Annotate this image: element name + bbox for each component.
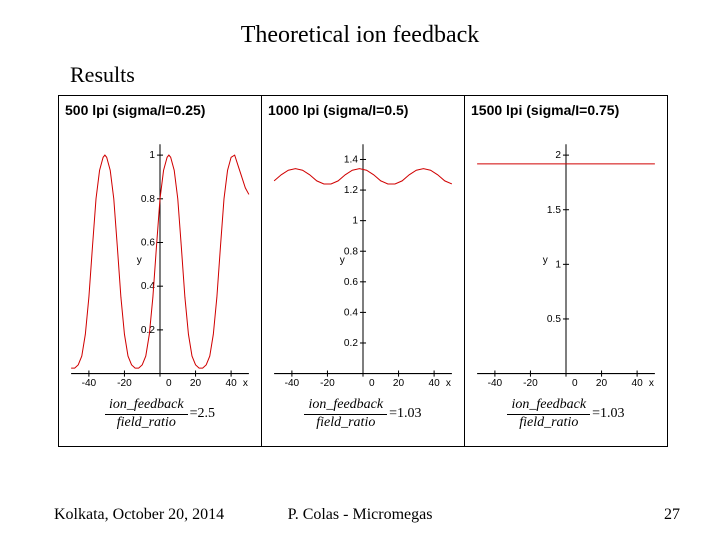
chart-svg: 0.5 1 1.5 2 -40 -20 0 20 40 y x — [465, 136, 667, 392]
equation-denominator: field_ratio — [515, 415, 582, 431]
panel-header: 1500 lpi (sigma/I=0.75) — [465, 96, 667, 136]
panel-1: 1000 lpi (sigma/I=0.5) 0.2 0.4 0.6 0.8 1 1.2 1.… — [262, 96, 465, 446]
svg-text:40: 40 — [225, 378, 237, 389]
svg-text:y: y — [543, 255, 549, 266]
equation-rhs: =1.03 — [389, 406, 421, 421]
svg-text:1.5: 1.5 — [547, 205, 561, 216]
panel-0: 500 lpi (sigma/I=0.25)0.20.40.60.81-40-2… — [59, 96, 262, 446]
svg-text:20: 20 — [190, 378, 202, 389]
svg-text:x: x — [649, 378, 654, 389]
equation-numerator: ion_feedback — [507, 398, 590, 415]
svg-text:0.4: 0.4 — [344, 307, 358, 318]
svg-text:0.8: 0.8 — [141, 194, 155, 205]
equation-rhs: =2.5 — [190, 406, 215, 421]
svg-text:2: 2 — [555, 150, 561, 161]
svg-text:20: 20 — [393, 378, 405, 389]
chart-area: 0.20.40.60.81-40-2002040yx — [59, 136, 261, 392]
svg-text:0.2: 0.2 — [141, 325, 155, 336]
chart-area: 0.5 1 1.5 2 -40 -20 0 20 40 y x — [465, 136, 667, 392]
svg-text:0.8: 0.8 — [344, 246, 358, 257]
svg-text:-40: -40 — [488, 378, 503, 389]
svg-text:1.4: 1.4 — [344, 155, 358, 166]
equation: ion_feedbackfield_ratio =1.03 — [262, 392, 464, 446]
svg-text:0: 0 — [572, 378, 578, 389]
equation: ion_feedbackfield_ratio =1.03 — [465, 392, 667, 446]
svg-text:1.2: 1.2 — [344, 185, 358, 196]
svg-text:0.6: 0.6 — [344, 277, 358, 288]
svg-text:-40: -40 — [82, 378, 97, 389]
svg-text:x: x — [446, 378, 451, 389]
panel-header: 500 lpi (sigma/I=0.25) — [59, 96, 261, 136]
svg-text:40: 40 — [631, 378, 643, 389]
chart-svg: 0.20.40.60.811.21.4-40-2002040yx — [262, 136, 464, 392]
svg-text:1: 1 — [352, 216, 358, 227]
svg-text:1: 1 — [149, 150, 155, 161]
svg-text:-40: -40 — [285, 378, 300, 389]
svg-text:1: 1 — [555, 259, 561, 270]
svg-text:0.2: 0.2 — [344, 338, 358, 349]
slide: Theoretical ion feedback Results 500 lpi… — [0, 0, 720, 540]
svg-text:x: x — [243, 378, 248, 389]
svg-text:y: y — [137, 255, 143, 266]
slide-subtitle: Results — [70, 62, 135, 88]
svg-text:0: 0 — [369, 378, 375, 389]
footer-right: 27 — [664, 506, 680, 524]
panel-2: 1500 lpi (sigma/I=0.75) 0.5 1 1.5 2 -40 -20 0 20… — [465, 96, 667, 446]
svg-text:-20: -20 — [117, 378, 132, 389]
equation-denominator: field_ratio — [113, 415, 180, 431]
panel-row: 500 lpi (sigma/I=0.25) 0.2 0.4 0.6 0.8 1 -40 -2… — [58, 95, 668, 447]
equation-denominator: field_ratio — [312, 415, 379, 431]
slide-title: Theoretical ion feedback — [0, 22, 720, 49]
svg-text:0.5: 0.5 — [547, 314, 561, 325]
chart-svg: 0.20.40.60.81-40-2002040yx — [59, 136, 261, 392]
svg-text:-20: -20 — [523, 378, 538, 389]
svg-text:-20: -20 — [320, 378, 335, 389]
panel-header: 1000 lpi (sigma/I=0.5) — [262, 96, 464, 136]
chart-area: 0.20.40.60.811.21.4-40-2002040yx — [262, 136, 464, 392]
equation: ion_feedbackfield_ratio =2.5 — [59, 392, 261, 446]
svg-text:0: 0 — [166, 378, 172, 389]
svg-text:40: 40 — [428, 378, 440, 389]
svg-text:0.6: 0.6 — [141, 238, 155, 249]
equation-numerator: ion_feedback — [105, 398, 188, 415]
equation-rhs: =1.03 — [592, 406, 624, 421]
footer-center: P. Colas - Micromegas — [0, 506, 720, 524]
svg-text:20: 20 — [596, 378, 608, 389]
equation-numerator: ion_feedback — [304, 398, 387, 415]
